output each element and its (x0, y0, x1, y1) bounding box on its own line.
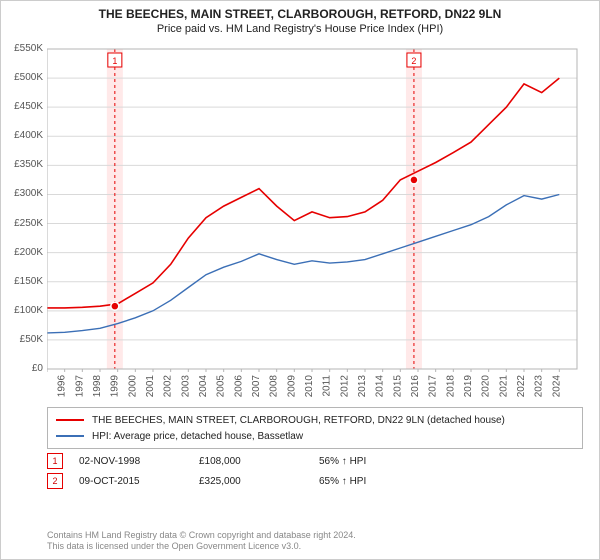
svg-text:2018: 2018 (445, 375, 456, 397)
y-tick-label: £200K (5, 247, 43, 258)
svg-text:2019: 2019 (463, 375, 474, 397)
svg-text:2009: 2009 (286, 375, 297, 397)
marker-date-2: 09-OCT-2015 (79, 476, 199, 487)
marker-hpi-1: 56% ↑ HPI (319, 456, 439, 467)
svg-text:1: 1 (112, 56, 117, 66)
marker-price-2: £325,000 (199, 476, 319, 487)
y-tick-label: £100K (5, 305, 43, 316)
marker-hpi-2: 65% ↑ HPI (319, 476, 439, 487)
svg-text:2014: 2014 (375, 375, 386, 397)
svg-text:1995: 1995 (47, 375, 50, 397)
svg-text:2007: 2007 (251, 375, 262, 397)
legend-row-price-paid: THE BEECHES, MAIN STREET, CLARBOROUGH, R… (56, 412, 574, 428)
plot-area: 1995 1996 1997 1998 1999 2000 2001 2002 2003 2004… (47, 45, 583, 397)
legend-label-price-paid: THE BEECHES, MAIN STREET, CLARBOROUGH, R… (92, 415, 505, 426)
svg-text:1997: 1997 (74, 375, 85, 397)
marker-badge-1: 1 (47, 453, 63, 469)
svg-text:2021: 2021 (498, 375, 509, 397)
marker-row-2: 2 09-OCT-2015 £325,000 65% ↑ HPI (47, 471, 583, 491)
plot-svg: 1995 1996 1997 1998 1999 2000 2001 2002 2003 2004… (47, 45, 583, 397)
svg-text:1999: 1999 (110, 375, 121, 397)
legend-swatch-hpi (56, 435, 84, 437)
svg-text:2006: 2006 (233, 375, 244, 397)
svg-text:2020: 2020 (481, 375, 492, 397)
svg-text:2013: 2013 (357, 375, 368, 397)
marker-price-1: £108,000 (199, 456, 319, 467)
svg-text:2003: 2003 (180, 375, 191, 397)
legend-swatch-price-paid (56, 419, 84, 421)
svg-text:1998: 1998 (92, 375, 103, 397)
y-tick-label: £250K (5, 218, 43, 229)
svg-text:2002: 2002 (163, 375, 174, 397)
svg-text:2008: 2008 (269, 375, 280, 397)
marker-badge-2: 2 (47, 473, 63, 489)
y-tick-label: £0 (5, 363, 43, 374)
marker-row-1: 1 02-NOV-1998 £108,000 56% ↑ HPI (47, 451, 583, 471)
svg-text:2001: 2001 (145, 375, 156, 397)
y-tick-label: £500K (5, 72, 43, 83)
price-markers-table: 1 02-NOV-1998 £108,000 56% ↑ HPI 2 09-OC… (47, 451, 583, 491)
y-tick-label: £550K (5, 43, 43, 54)
y-tick-label: £400K (5, 130, 43, 141)
chart-title-line2: Price paid vs. HM Land Registry's House … (1, 23, 599, 35)
svg-text:2022: 2022 (516, 375, 527, 397)
svg-text:2024: 2024 (551, 375, 562, 397)
svg-text:2023: 2023 (534, 375, 545, 397)
chart-titles: THE BEECHES, MAIN STREET, CLARBOROUGH, R… (1, 1, 599, 35)
chart-title-line1: THE BEECHES, MAIN STREET, CLARBOROUGH, R… (1, 7, 599, 21)
svg-text:2: 2 (411, 56, 416, 66)
footnote: Contains HM Land Registry data © Crown c… (47, 530, 356, 553)
legend: THE BEECHES, MAIN STREET, CLARBOROUGH, R… (47, 407, 583, 449)
svg-text:2016: 2016 (410, 375, 421, 397)
marker-date-1: 02-NOV-1998 (79, 456, 199, 467)
svg-text:2017: 2017 (428, 375, 439, 397)
y-tick-label: £300K (5, 188, 43, 199)
y-tick-label: £350K (5, 159, 43, 170)
y-tick-label: £150K (5, 276, 43, 287)
footnote-line2: This data is licensed under the Open Gov… (47, 541, 356, 553)
chart-container: THE BEECHES, MAIN STREET, CLARBOROUGH, R… (0, 0, 600, 560)
svg-text:2004: 2004 (198, 375, 209, 397)
svg-text:2015: 2015 (392, 375, 403, 397)
svg-text:2005: 2005 (216, 375, 227, 397)
svg-text:1996: 1996 (57, 375, 68, 397)
svg-text:2012: 2012 (339, 375, 350, 397)
y-tick-label: £450K (5, 101, 43, 112)
svg-text:2000: 2000 (127, 375, 138, 397)
svg-text:2010: 2010 (304, 375, 315, 397)
legend-label-hpi: HPI: Average price, detached house, Bass… (92, 431, 303, 442)
svg-text:2011: 2011 (322, 375, 333, 397)
y-tick-label: £50K (5, 334, 43, 345)
legend-row-hpi: HPI: Average price, detached house, Bass… (56, 428, 574, 444)
footnote-line1: Contains HM Land Registry data © Crown c… (47, 530, 356, 542)
